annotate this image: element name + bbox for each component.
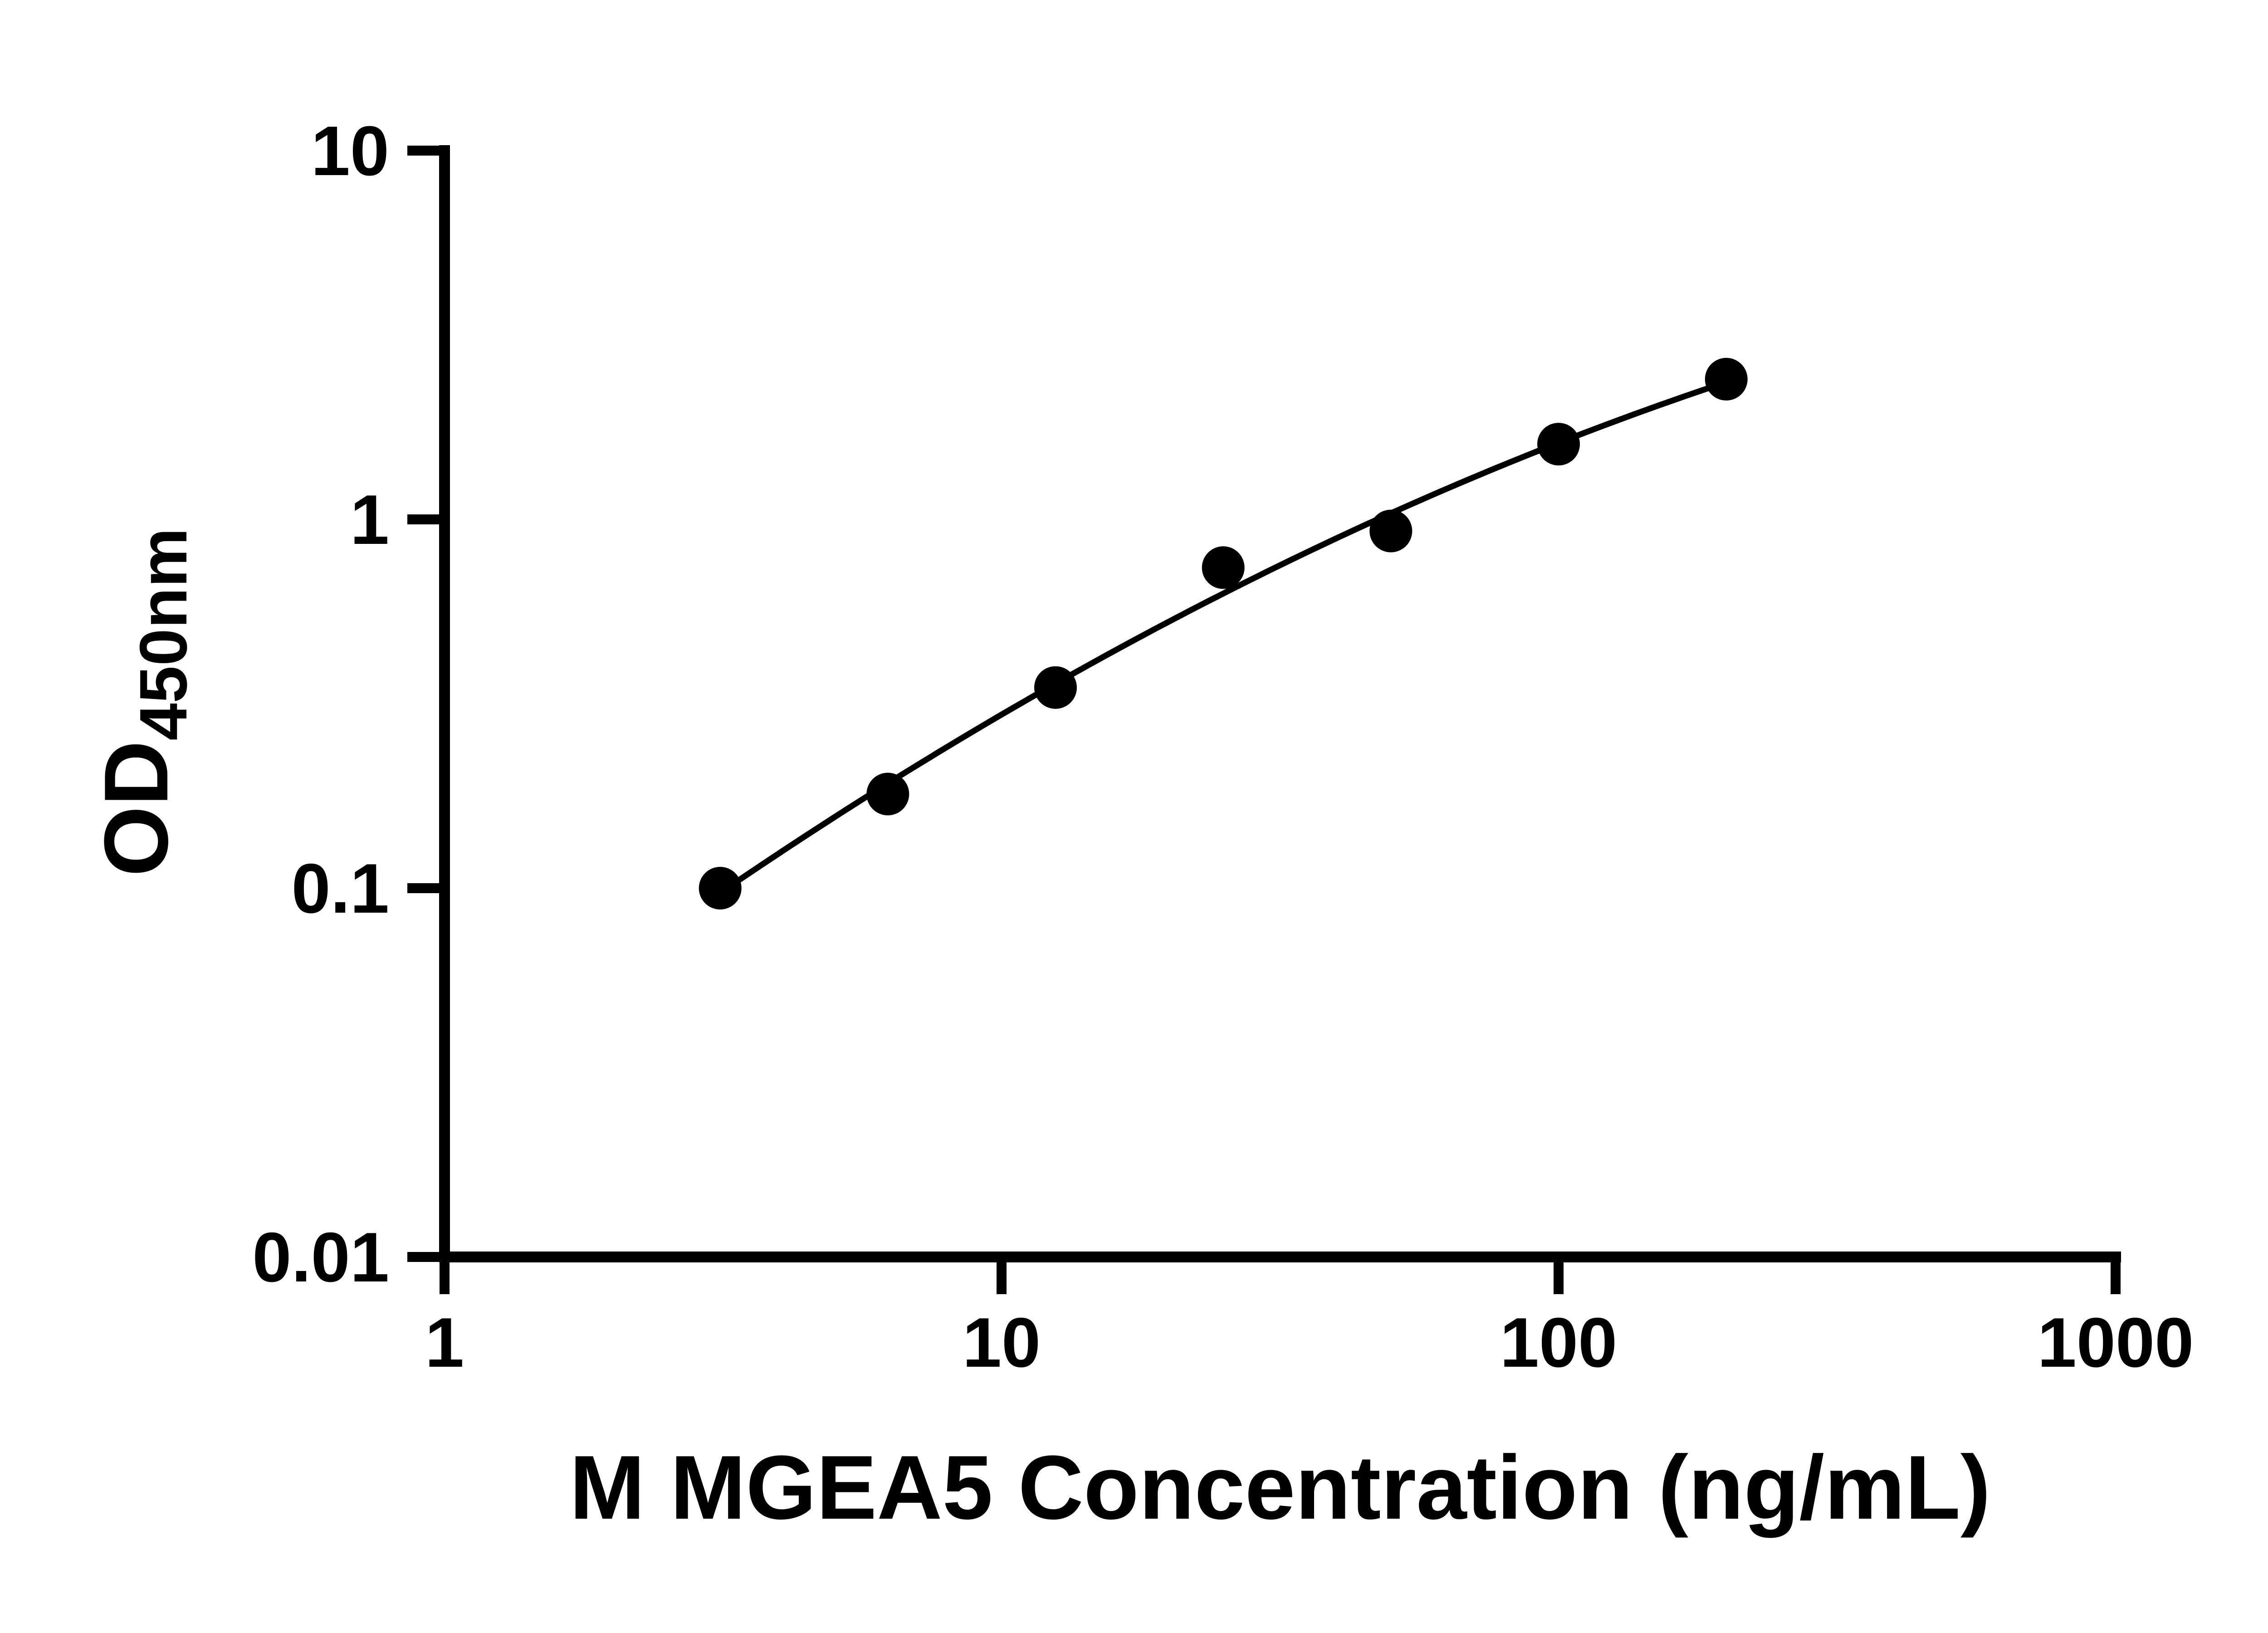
data-point [1202,546,1245,589]
data-point [1034,666,1077,709]
x-axis-title: M MGEA5 Concentration (ng/mL) [569,1437,1991,1538]
y-axis-title-subscript: 450nm [126,528,201,741]
data-point [866,772,909,816]
y-tick-label: 0.01 [252,1218,389,1296]
x-tick-label: 100 [1500,1303,1618,1382]
x-tick-label: 1 [425,1303,464,1382]
y-tick-label: 1 [350,480,389,559]
data-point [1537,423,1580,466]
y-tick-label: 10 [311,112,389,190]
data-point [699,867,742,909]
x-tick-label: 1000 [2038,1303,2194,1382]
data-point [1369,509,1413,552]
y-axis-title-main: OD [86,740,187,877]
y-axis-title: OD450nm [86,528,201,877]
data-point [1705,357,1748,401]
y-tick-label: 0.1 [292,849,389,928]
fit-curve [717,379,1730,896]
x-tick-label: 10 [963,1303,1041,1382]
